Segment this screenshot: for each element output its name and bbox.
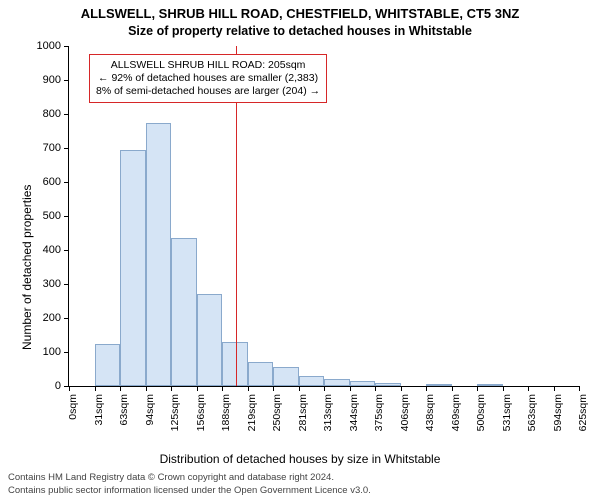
ytick-mark xyxy=(64,250,69,251)
ytick-label: 800 xyxy=(43,108,61,120)
histogram-bar xyxy=(197,294,223,386)
xtick-mark xyxy=(95,386,96,391)
ytick-label: 400 xyxy=(43,244,61,256)
xtick-label: 406sqm xyxy=(399,394,411,431)
xtick-label: 438sqm xyxy=(424,394,436,431)
ytick-mark xyxy=(64,148,69,149)
ytick-mark xyxy=(64,318,69,319)
xtick-mark xyxy=(528,386,529,391)
histogram-bar xyxy=(426,384,452,386)
histogram-bar xyxy=(120,150,146,386)
plot-area: 010020030040050060070080090010000sqm31sq… xyxy=(68,46,579,387)
xtick-mark xyxy=(248,386,249,391)
xtick-label: 0sqm xyxy=(67,394,79,420)
annotation-line: ALLSWELL SHRUB HILL ROAD: 205sqm xyxy=(96,59,320,72)
ytick-label: 500 xyxy=(43,210,61,222)
xtick-label: 594sqm xyxy=(552,394,564,431)
xtick-label: 531sqm xyxy=(501,394,513,431)
ytick-label: 900 xyxy=(43,74,61,86)
xtick-mark xyxy=(503,386,504,391)
ytick-label: 600 xyxy=(43,176,61,188)
xtick-mark xyxy=(222,386,223,391)
xtick-label: 156sqm xyxy=(195,394,207,431)
ytick-mark xyxy=(64,46,69,47)
xtick-mark xyxy=(324,386,325,391)
xtick-label: 125sqm xyxy=(169,394,181,431)
xtick-label: 63sqm xyxy=(118,394,130,426)
histogram-bar xyxy=(477,384,503,386)
histogram-chart: ALLSWELL, SHRUB HILL ROAD, CHESTFIELD, W… xyxy=(0,0,600,500)
ytick-mark xyxy=(64,182,69,183)
xtick-label: 563sqm xyxy=(526,394,538,431)
xtick-label: 344sqm xyxy=(348,394,360,431)
ytick-label: 200 xyxy=(43,312,61,324)
ytick-mark xyxy=(64,216,69,217)
histogram-bar xyxy=(375,383,401,386)
ytick-label: 100 xyxy=(43,346,61,358)
footnote-line2: Contains public sector information licen… xyxy=(8,485,371,496)
xtick-label: 250sqm xyxy=(271,394,283,431)
xtick-label: 94sqm xyxy=(144,394,156,426)
xtick-label: 625sqm xyxy=(577,394,589,431)
histogram-bar xyxy=(299,376,325,386)
chart-title-line1: ALLSWELL, SHRUB HILL ROAD, CHESTFIELD, W… xyxy=(0,6,600,21)
annotation-box: ALLSWELL SHRUB HILL ROAD: 205sqm← 92% of… xyxy=(89,54,327,103)
xtick-mark xyxy=(554,386,555,391)
xtick-mark xyxy=(197,386,198,391)
ytick-mark xyxy=(64,114,69,115)
ytick-mark xyxy=(64,284,69,285)
annotation-line: 8% of semi-detached houses are larger (2… xyxy=(96,85,320,98)
xtick-mark xyxy=(401,386,402,391)
histogram-bar xyxy=(95,344,121,387)
histogram-bar xyxy=(248,362,274,386)
histogram-bar xyxy=(146,123,172,387)
xtick-label: 31sqm xyxy=(93,394,105,426)
footnote-line1: Contains HM Land Registry data © Crown c… xyxy=(8,472,334,483)
xtick-label: 375sqm xyxy=(373,394,385,431)
xtick-label: 313sqm xyxy=(322,394,334,431)
xtick-mark xyxy=(579,386,580,391)
xtick-label: 281sqm xyxy=(297,394,309,431)
xtick-label: 188sqm xyxy=(220,394,232,431)
xtick-label: 469sqm xyxy=(450,394,462,431)
histogram-bar xyxy=(171,238,197,386)
chart-title-line2: Size of property relative to detached ho… xyxy=(0,24,600,38)
ytick-mark xyxy=(64,352,69,353)
x-axis-label: Distribution of detached houses by size … xyxy=(0,452,600,466)
y-axis-label: Number of detached properties xyxy=(20,185,34,350)
xtick-mark xyxy=(171,386,172,391)
xtick-mark xyxy=(69,386,70,391)
xtick-mark xyxy=(350,386,351,391)
xtick-mark xyxy=(477,386,478,391)
histogram-bar xyxy=(350,381,376,386)
ytick-label: 1000 xyxy=(37,40,61,52)
histogram-bar xyxy=(222,342,248,386)
xtick-mark xyxy=(273,386,274,391)
xtick-mark xyxy=(146,386,147,391)
xtick-mark xyxy=(299,386,300,391)
xtick-mark xyxy=(426,386,427,391)
xtick-mark xyxy=(375,386,376,391)
histogram-bar xyxy=(324,379,350,386)
xtick-mark xyxy=(120,386,121,391)
annotation-line: ← 92% of detached houses are smaller (2,… xyxy=(96,72,320,85)
ytick-mark xyxy=(64,80,69,81)
ytick-label: 700 xyxy=(43,142,61,154)
ytick-label: 300 xyxy=(43,278,61,290)
ytick-label: 0 xyxy=(55,380,61,392)
xtick-label: 500sqm xyxy=(475,394,487,431)
xtick-mark xyxy=(452,386,453,391)
histogram-bar xyxy=(273,367,299,386)
xtick-label: 219sqm xyxy=(246,394,258,431)
